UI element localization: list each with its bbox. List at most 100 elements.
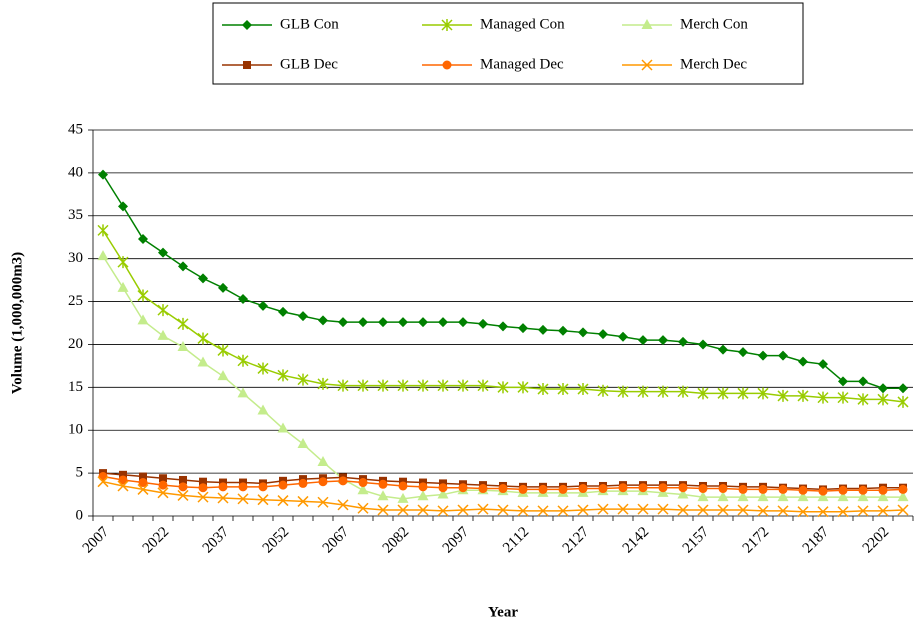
marker [243,61,251,69]
marker [737,491,749,502]
y-tick-label: 40 [68,164,83,180]
marker [698,484,708,494]
marker [237,387,249,398]
marker [538,324,548,335]
marker [297,373,309,386]
marker [357,484,369,495]
marker [577,383,589,396]
marker [199,477,207,486]
x-tick-label: 2037 [200,524,233,557]
marker [877,505,889,517]
marker [378,317,388,328]
marker [837,391,849,404]
marker [758,484,768,494]
marker [297,437,309,448]
marker [657,503,669,515]
y-axis-label: Volume (1,000,000m3) [9,252,25,394]
marker [177,341,189,352]
x-tick-label: 2172 [740,524,773,557]
marker [198,273,208,284]
marker [578,327,588,338]
x-tick-label: 2097 [440,524,473,557]
marker [857,505,869,517]
marker [397,504,409,516]
x-tick-label: 2142 [620,524,653,557]
marker [238,293,248,304]
marker [438,483,448,493]
marker [278,480,288,490]
marker [442,60,452,70]
marker [317,377,329,390]
marker [858,376,868,387]
marker [397,379,409,392]
marker [218,282,228,293]
marker [537,383,549,396]
marker [478,484,488,494]
marker [237,493,249,505]
marker [557,383,569,396]
marker [258,482,268,492]
marker [577,504,589,516]
marker [797,389,809,402]
marker [797,506,809,518]
marker [578,484,588,494]
marker [198,483,208,493]
marker [677,385,689,398]
marker [357,379,369,392]
marker [377,379,389,392]
marker [618,483,628,493]
marker [817,391,829,404]
marker [158,480,168,490]
marker [458,483,468,493]
marker [157,329,169,340]
marker [417,379,429,392]
marker [718,344,728,355]
marker [118,201,128,212]
legend-label: Managed Dec [480,56,564,72]
legend-label: Merch Con [680,16,748,32]
marker [737,504,749,516]
marker [897,504,909,516]
marker [137,483,149,495]
marker [478,318,488,329]
marker [877,491,889,502]
marker [598,329,608,340]
marker [158,247,168,258]
marker [798,485,808,495]
marker [358,317,368,328]
marker [317,496,329,508]
marker [818,359,828,370]
marker [618,331,628,342]
marker [277,369,289,382]
marker [857,491,869,502]
marker [497,381,509,394]
marker [457,504,469,516]
marker [97,250,109,261]
marker [838,376,848,387]
marker [597,503,609,515]
marker [877,393,889,406]
marker [697,387,709,400]
marker [737,387,749,400]
marker [418,482,428,492]
marker [837,506,849,518]
marker [257,362,269,375]
marker [677,488,689,499]
marker [137,289,149,302]
marker [338,317,348,328]
marker [497,504,509,516]
marker [297,495,309,507]
marker [377,490,389,501]
marker [318,477,328,487]
marker [597,384,609,397]
marker [138,478,148,488]
y-tick-label: 45 [68,121,83,137]
marker [858,485,868,495]
marker [777,389,789,402]
x-tick-label: 2187 [800,524,833,557]
marker [638,483,648,493]
marker [98,169,108,180]
legend-label: GLB Con [280,16,339,32]
marker [637,503,649,515]
